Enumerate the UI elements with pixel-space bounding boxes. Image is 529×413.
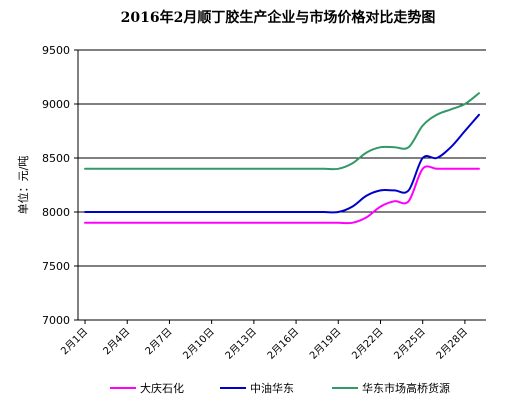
x-tick-labels: 2月1日 2月4日 2月7日 2月10日 2月13日 2月16日 2月19日 2月22日 2月2…	[59, 326, 470, 362]
series-line-1	[84, 165, 480, 225]
x-tick-label: 2月25日	[392, 326, 428, 362]
x-tick-label: 2月28日	[434, 326, 470, 362]
y-tick-label: 7500	[42, 260, 70, 273]
legend: 大庆石化 中油华东 华东市场高桥货源	[110, 381, 450, 395]
legend-label-2: 中油华东	[250, 381, 294, 395]
x-tick-label: 2月7日	[143, 326, 175, 358]
legend-label-3: 华东市场高桥货源	[362, 381, 450, 395]
x-tick-label: 2月1日	[59, 326, 91, 358]
legend-label-1: 大庆石化	[140, 381, 184, 395]
chart-title: 2016年2月顺丁胶生产企业与市场价格对比走势图	[121, 9, 436, 26]
y-tick-label: 8500	[42, 152, 70, 165]
x-tick-label: 2月13日	[223, 326, 259, 362]
y-tick-labels: 7000 7500 8000 8500 9000 9500	[42, 44, 70, 327]
y-tick-label: 9500	[42, 44, 70, 57]
series-line-3	[84, 92, 480, 171]
x-tick-label: 2月16日	[265, 326, 301, 362]
axes	[74, 49, 486, 324]
y-tick-label: 8000	[42, 206, 70, 219]
x-tick-label: 2月19日	[307, 326, 343, 362]
y-axis-label: 单位：元/吨	[16, 156, 30, 215]
grid	[78, 49, 486, 267]
y-tick-label: 7000	[42, 314, 70, 327]
series-line-2	[84, 113, 480, 214]
x-tick-label: 2月22日	[349, 326, 385, 362]
x-tick-label: 2月10日	[181, 326, 217, 362]
series-lines	[84, 92, 480, 225]
x-tick-label: 2月4日	[101, 326, 133, 358]
y-tick-label: 9000	[42, 98, 70, 111]
